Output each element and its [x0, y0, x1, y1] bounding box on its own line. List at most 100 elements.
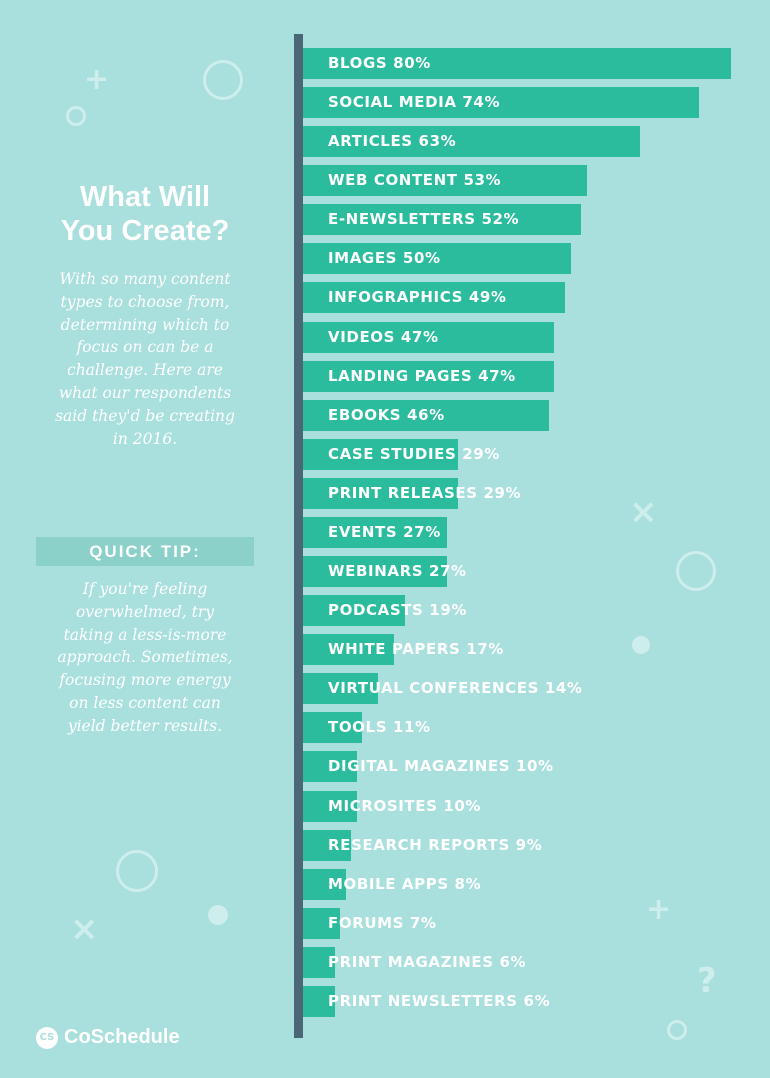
bar: [303, 751, 357, 783]
bar-label: LANDING PAGES 47%: [328, 361, 516, 392]
category-label: DIGITAL MAGAZINES: [328, 757, 511, 776]
bar: [303, 477, 459, 509]
logo-mark-icon: CS: [36, 1026, 58, 1049]
value-label: 17%: [466, 640, 504, 659]
category-label: E-NEWSLETTERS: [328, 210, 476, 229]
value-label: 29%: [483, 483, 522, 502]
bar: [303, 712, 362, 744]
bar-label: PRINT RELEASES 29%: [328, 478, 521, 509]
bar-label: PODCASTS 19%: [328, 595, 467, 626]
plus-icon: +: [84, 62, 110, 97]
bar: [303, 985, 336, 1017]
quick-tip-text: If you're feeling overwhelmed, try takin…: [36, 578, 254, 738]
coschedule-logo: CS CoSchedule: [36, 1026, 180, 1049]
category-label: SOCIAL MEDIA: [328, 93, 457, 112]
bar: [303, 907, 341, 939]
category-label: EBOOKS: [328, 405, 402, 424]
bar: [303, 360, 555, 392]
value-label: 19%: [429, 601, 467, 620]
category-label: FORUMS: [328, 913, 405, 932]
bar-label: RESEARCH REPORTS 9%: [328, 830, 542, 861]
bar-label: PRINT NEWSLETTERS 6%: [328, 986, 550, 1017]
value-label: 27%: [428, 562, 467, 581]
bar: [303, 634, 394, 666]
category-label: INFOGRAPHICS: [328, 288, 464, 307]
value-label: 47%: [478, 366, 516, 385]
ring-icon: [203, 60, 243, 100]
category-label: MICROSITES: [328, 796, 438, 815]
intro-line: types to choose from,: [60, 292, 230, 311]
bar-label: EBOOKS 46%: [328, 400, 445, 431]
category-label: WEBINARS: [328, 562, 424, 581]
bar: [303, 321, 555, 353]
bar-label: ARTICLES 63%: [328, 126, 456, 157]
intro-line: what our respondents: [58, 383, 232, 402]
category-label: WHITE PAPERS: [328, 640, 461, 659]
value-label: 8%: [454, 874, 482, 893]
bar-label: VIRTUAL CONFERENCES 14%: [328, 673, 583, 704]
y-axis-line: [294, 34, 303, 1038]
bar-label: E-NEWSLETTERS 52%: [328, 204, 519, 235]
quick-tip-header: QUICK TIP:: [36, 537, 254, 566]
bar: [303, 126, 641, 158]
intro-line: focus on can be a: [76, 338, 214, 357]
bar: [303, 516, 448, 548]
bar-label: WEBINARS 27%: [328, 556, 467, 587]
intro-line: With so many content: [59, 270, 231, 288]
bar: [303, 165, 587, 197]
value-label: 52%: [481, 210, 520, 229]
dot-icon: [208, 905, 228, 925]
ring-icon: [116, 850, 158, 892]
bar: [303, 946, 336, 978]
value-label: 29%: [462, 444, 500, 463]
value-label: 10%: [443, 796, 482, 815]
category-label: IMAGES: [328, 249, 398, 268]
bar: [303, 868, 346, 900]
title-line: What Will: [79, 181, 211, 213]
bar: [303, 48, 731, 79]
x-icon: ×: [70, 909, 99, 949]
category-label: TOOLS: [328, 718, 388, 737]
value-label: 80%: [393, 54, 431, 72]
logo-text: CoSchedule: [64, 1026, 180, 1048]
bar-label: CASE STUDIES 29%: [328, 439, 500, 470]
value-label: 74%: [462, 93, 501, 112]
value-label: 11%: [392, 718, 431, 737]
value-label: 9%: [515, 835, 543, 854]
category-label: PRINT MAGAZINES: [328, 952, 494, 971]
tip-line: taking a less-is-more: [63, 625, 227, 644]
bar-label: WHITE PAPERS 17%: [328, 634, 504, 665]
bar-label: MOBILE APPS 8%: [328, 869, 481, 900]
category-label: PODCASTS: [328, 601, 424, 620]
intro-line: challenge. Here are: [67, 361, 223, 380]
category-label: LANDING PAGES: [328, 366, 473, 385]
bar-label: WEB CONTENT 53%: [328, 165, 501, 196]
ring-icon: [676, 551, 716, 591]
intro-line: determining which to: [60, 315, 230, 334]
value-label: 6%: [523, 991, 551, 1010]
tip-line: on less content can: [69, 693, 221, 712]
intro-line: said they'd be creating: [55, 406, 235, 425]
value-label: 27%: [403, 522, 441, 541]
bar-label: BLOGS 80%: [328, 48, 431, 79]
bar: [303, 399, 550, 431]
category-label: CASE STUDIES: [328, 444, 457, 463]
category-label: BLOGS: [328, 54, 388, 72]
intro-line: in 2016.: [112, 429, 178, 448]
value-label: 63%: [418, 132, 457, 151]
bar: [303, 438, 459, 470]
category-label: ARTICLES: [328, 132, 413, 151]
value-label: 49%: [468, 288, 507, 307]
bar-label: IMAGES 50%: [328, 243, 441, 274]
bar: [303, 829, 352, 861]
bar: [303, 243, 571, 275]
bar: [303, 595, 405, 627]
category-label: MOBILE APPS: [328, 874, 449, 893]
category-label: WEB CONTENT: [328, 171, 458, 190]
category-label: PRINT NEWSLETTERS: [328, 991, 518, 1010]
value-label: 7%: [409, 913, 437, 932]
title-line: You Create?: [60, 215, 230, 247]
bar-label: MICROSITES 10%: [328, 791, 481, 822]
question-icon: ?: [697, 961, 717, 1001]
bar-label: SOCIAL MEDIA 74%: [328, 87, 500, 118]
